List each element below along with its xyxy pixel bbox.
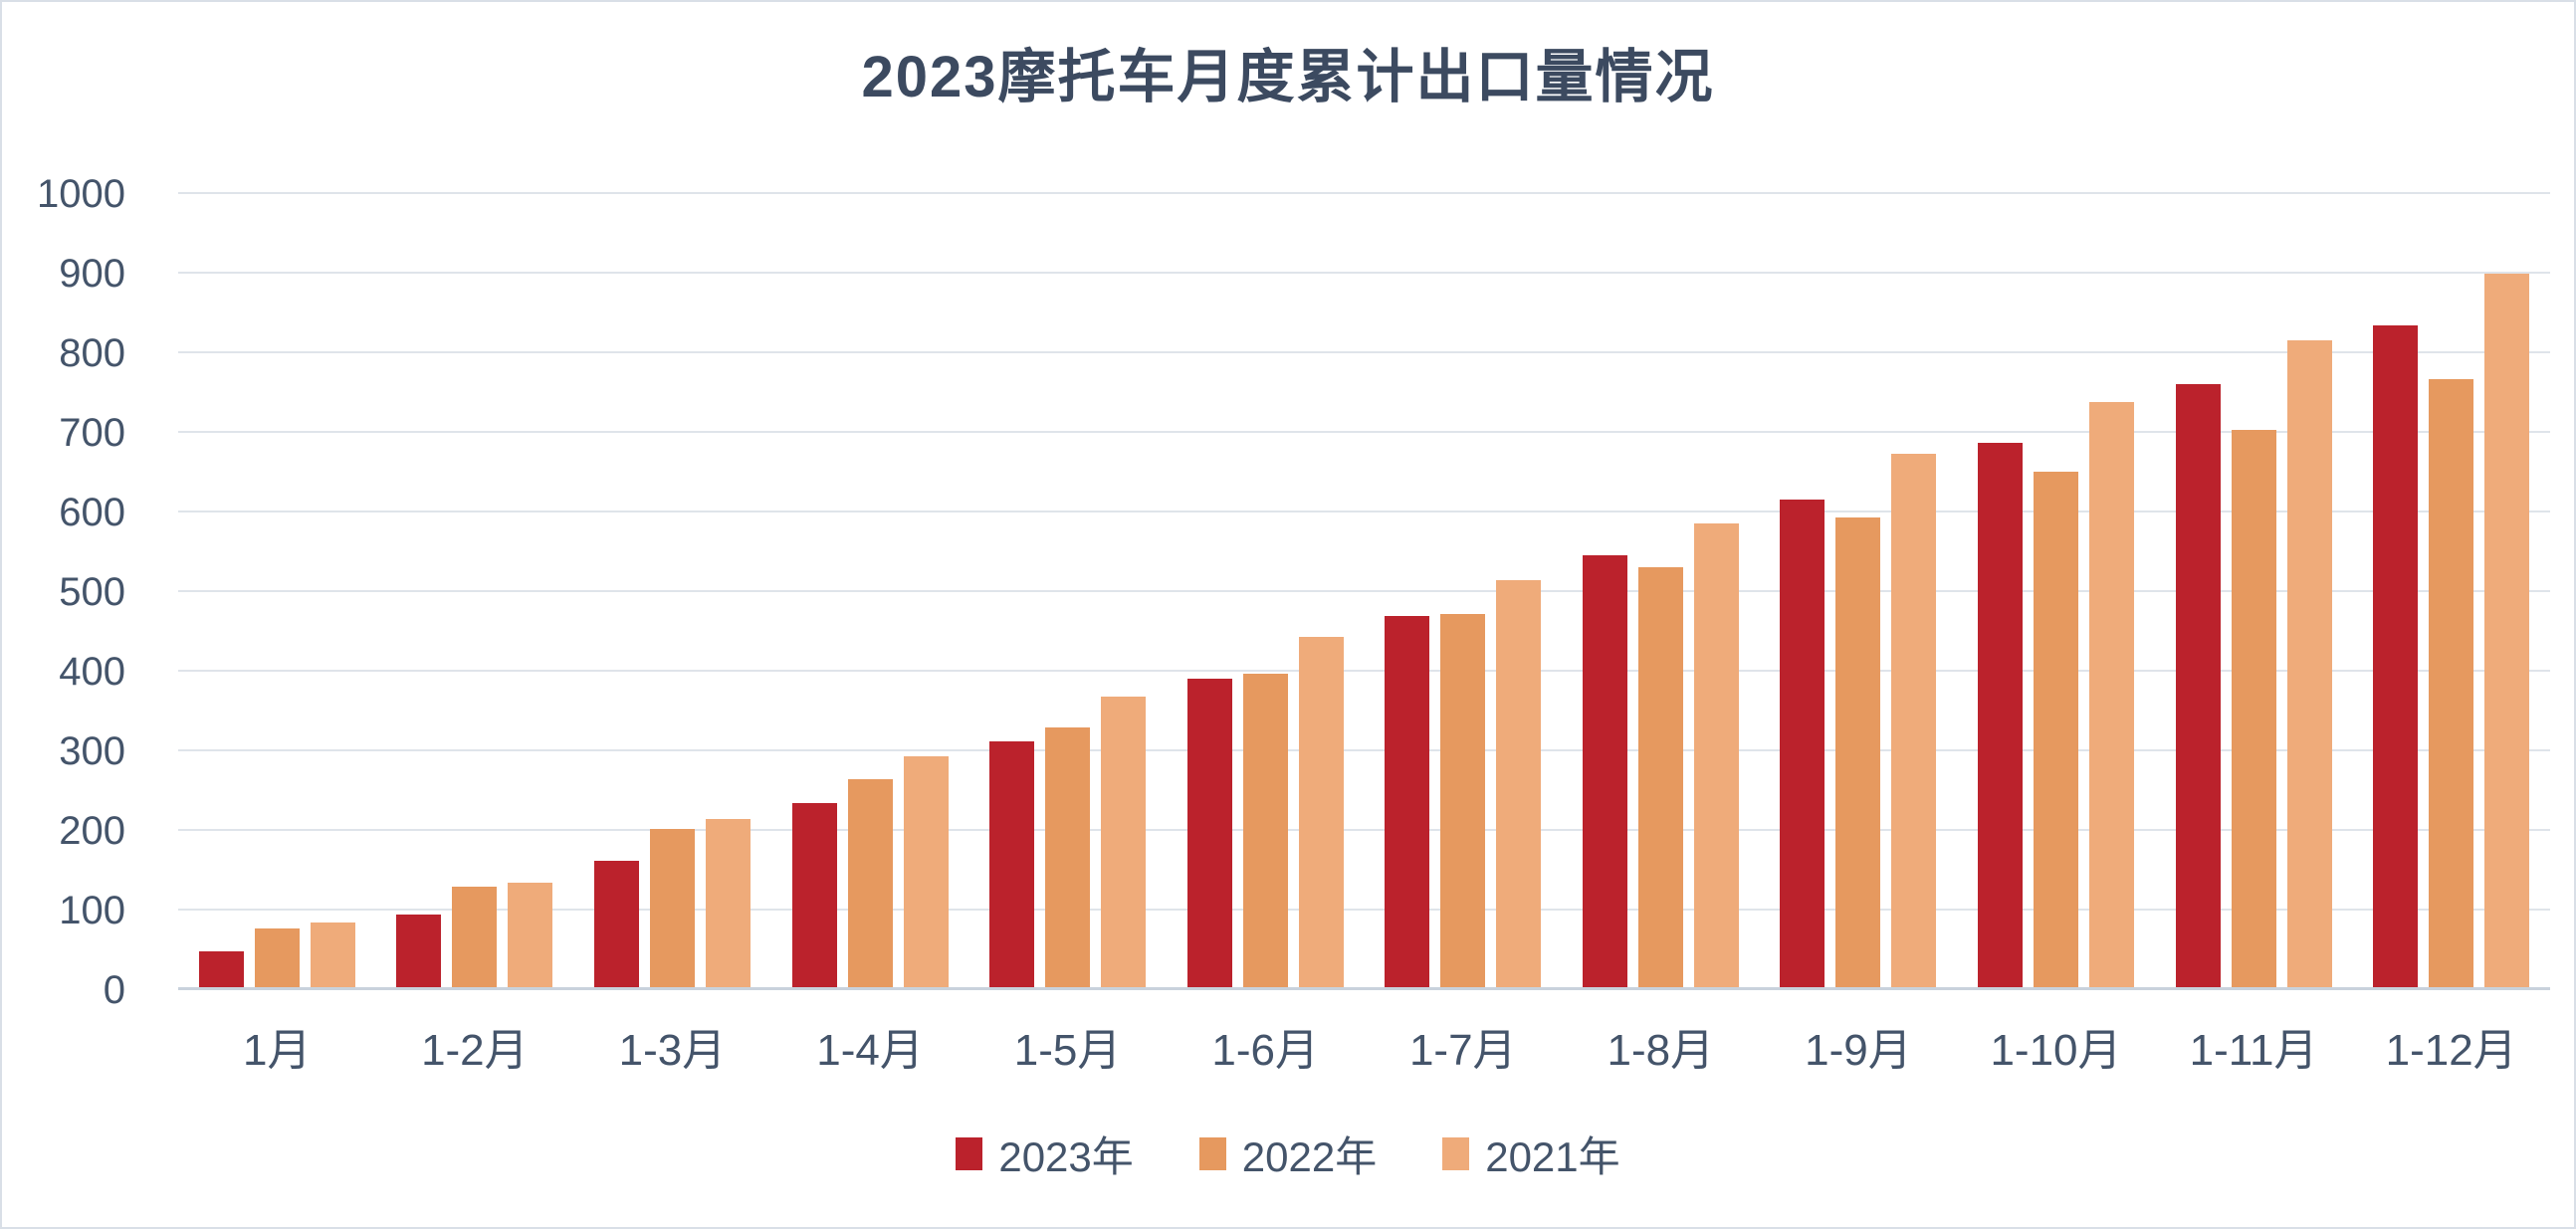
y-tick-label: 0 — [103, 968, 125, 1012]
bar-2023 — [198, 951, 244, 987]
bar-2022 — [452, 887, 498, 987]
bar-2022 — [1242, 673, 1288, 987]
bar-group-1-6月 — [1167, 194, 1365, 987]
chart-title: 2023摩托车月度累计出口量情况 — [861, 45, 1715, 109]
bar-group-1-2月 — [376, 194, 574, 987]
y-tick-label: 800 — [59, 331, 125, 375]
bar-group-1-11月 — [2155, 194, 2353, 987]
y-tick-label: 200 — [59, 809, 125, 853]
bar-2022 — [2231, 430, 2276, 987]
legend-label: 2023年 — [998, 1132, 1134, 1180]
y-tick-label: 500 — [59, 570, 125, 614]
bar-group-1-9月 — [1760, 194, 1958, 987]
plot-area — [178, 192, 2550, 990]
bar-2023 — [1385, 616, 1430, 987]
bar-2022 — [1637, 566, 1683, 987]
y-tick-label: 400 — [59, 650, 125, 694]
gridline — [178, 590, 2550, 592]
bar-2022 — [2033, 471, 2078, 987]
bar-group-1-5月 — [968, 194, 1167, 987]
bar-2023 — [2373, 325, 2419, 987]
bar-2021 — [1891, 454, 1937, 987]
legend-item-2021: 2021年 — [1442, 1124, 1620, 1184]
bar-2021 — [310, 922, 355, 987]
bar-2023 — [1780, 499, 1825, 987]
legend-label: 2022年 — [1241, 1132, 1378, 1180]
x-axis-label: 1-10月 — [1990, 1026, 2122, 1075]
y-tick-label: 900 — [59, 252, 125, 296]
x-axis-label: 1-3月 — [618, 1026, 727, 1075]
x-axis-label: 1-11月 — [2189, 1026, 2318, 1075]
legend: 2023年 2022年 2021年 — [2, 1119, 2574, 1188]
bar-2022 — [1045, 727, 1091, 987]
bar-group-1-4月 — [771, 194, 969, 987]
bar-2023 — [1582, 555, 1627, 987]
bar-2022 — [254, 927, 300, 987]
x-axis-line — [178, 987, 2550, 990]
bar-2021 — [705, 819, 751, 987]
bar-2023 — [396, 915, 442, 987]
bar-2022 — [847, 779, 893, 987]
y-axis: 0 100 200 300 400 500 600 700 800 900 1000 — [2, 174, 131, 1010]
y-tick-label: 700 — [59, 411, 125, 455]
gridline — [178, 351, 2550, 353]
gridline — [178, 272, 2550, 274]
y-tick-label: 1000 — [37, 172, 125, 216]
bar-group-1-7月 — [1364, 194, 1562, 987]
bar-2023 — [989, 740, 1035, 987]
bar-2022 — [1440, 613, 1486, 987]
bar-2021 — [1298, 637, 1344, 987]
x-axis-label: 1-9月 — [1805, 1026, 1912, 1075]
gridline — [178, 749, 2550, 751]
x-axis: 1月 1-2月 1-3月 1-4月 1-5月 1-6月 1-7月 1-8月 1-9月 1-10月 1… — [178, 1015, 2550, 1087]
bar-2022 — [1835, 517, 1881, 987]
bar-2023 — [791, 803, 837, 987]
bar-2023 — [593, 860, 639, 987]
gridline — [178, 511, 2550, 512]
x-axis-label: 1-4月 — [816, 1026, 924, 1075]
bar-2021 — [2286, 339, 2332, 987]
legend-label: 2021年 — [1485, 1132, 1620, 1180]
bar-group-1-8月 — [1562, 194, 1760, 987]
x-axis-label: 1-7月 — [1408, 1026, 1517, 1075]
x-axis-label: 1-12月 — [2385, 1026, 2517, 1075]
bar-2022 — [649, 828, 695, 987]
y-tick-label: 100 — [59, 889, 125, 932]
bar-group-1-12月 — [2352, 194, 2550, 987]
y-tick-label: 600 — [59, 491, 125, 534]
x-axis-label: 1月 — [243, 1026, 312, 1075]
legend-item-2022: 2022年 — [1198, 1124, 1378, 1184]
y-tick-label: 300 — [59, 729, 125, 773]
bar-group-1-3月 — [573, 194, 771, 987]
bar-groups — [178, 194, 2550, 987]
legend-swatch-icon — [1442, 1136, 1470, 1170]
gridline — [178, 829, 2550, 831]
bar-2021 — [903, 756, 949, 987]
x-axis-label: 1-8月 — [1607, 1026, 1715, 1075]
bar-group-1-10月 — [1957, 194, 2155, 987]
gridline — [178, 909, 2550, 911]
bar-2023 — [2175, 384, 2221, 987]
bar-2023 — [1186, 679, 1232, 987]
legend-swatch-icon — [956, 1136, 983, 1170]
bar-2021 — [1496, 580, 1542, 987]
bar-group-1月 — [178, 194, 376, 987]
legend-swatch-icon — [1198, 1136, 1226, 1170]
x-axis-label: 1-2月 — [421, 1026, 529, 1075]
bar-2021 — [2484, 274, 2530, 987]
bar-2022 — [2429, 378, 2474, 987]
bar-2021 — [1693, 523, 1739, 987]
x-axis-label: 1-5月 — [1013, 1026, 1122, 1075]
bar-2021 — [508, 883, 553, 987]
bar-2021 — [1101, 697, 1147, 987]
legend-item-2023: 2023年 — [956, 1124, 1134, 1184]
bar-2023 — [1977, 442, 2023, 987]
gridline — [178, 431, 2550, 433]
x-axis-label: 1-6月 — [1211, 1026, 1319, 1075]
bar-2021 — [2088, 402, 2134, 987]
gridline — [178, 192, 2550, 194]
gridline — [178, 670, 2550, 672]
